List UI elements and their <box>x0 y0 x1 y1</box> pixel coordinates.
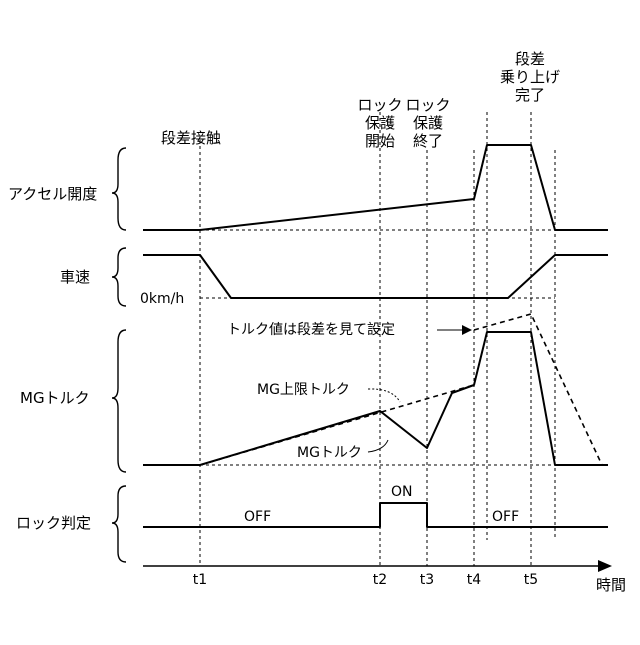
annotation-torque-set: トルク値は段差を見て設定 <box>227 322 395 338</box>
annotation-mg-upper-limit: MG上限トルク <box>257 382 350 398</box>
event-lock-start-2: 保護 <box>365 114 395 132</box>
tick-t4: t4 <box>467 572 481 588</box>
time-axis-arrowhead <box>598 560 612 572</box>
lock-state-on: ON <box>391 484 413 500</box>
speed-signal <box>143 255 608 298</box>
speed-zero-label: 0km/h <box>140 291 184 307</box>
annotation-mg-torque-leader <box>368 440 388 452</box>
event-climb-done-2: 乗り上げ <box>500 68 560 86</box>
accel-signal <box>143 145 608 230</box>
event-step-contact: 段差接触 <box>161 129 221 147</box>
annotation-torque-set-arrowhead <box>462 325 472 335</box>
brace-speed <box>112 248 126 306</box>
event-climb-done-1: 段差 <box>515 50 545 68</box>
annotation-mg-torque: MGトルク <box>297 445 362 461</box>
lock-state-off-1: OFF <box>244 509 271 525</box>
annotation-mg-upper-limit-leader <box>368 389 400 402</box>
mg-torque-signal <box>143 332 608 465</box>
event-lock-start-3: 開始 <box>365 132 395 150</box>
row-label-accel: アクセル開度 <box>8 185 97 203</box>
event-lock-end-2: 保護 <box>413 114 443 132</box>
event-lock-start-1: ロック <box>357 96 402 114</box>
brace-lock <box>112 486 126 562</box>
brace-accel <box>112 148 126 230</box>
event-lock-end-3: 終了 <box>413 132 443 150</box>
row-label-mg-torque: MGトルク <box>20 389 90 407</box>
brace-mg-torque <box>112 330 126 472</box>
tick-t2: t2 <box>373 572 387 588</box>
row-label-lock: ロック判定 <box>16 514 91 532</box>
lock-state-off-2: OFF <box>492 509 519 525</box>
tick-t5: t5 <box>524 572 538 588</box>
torque-set-line <box>474 314 602 465</box>
lock-signal <box>143 503 608 527</box>
event-climb-done-3: 完了 <box>515 86 545 104</box>
tick-t1: t1 <box>193 572 207 588</box>
event-lock-end-1: ロック <box>405 96 450 114</box>
time-axis-label: 時間 <box>596 576 626 594</box>
tick-t3: t3 <box>420 572 434 588</box>
row-label-speed: 車速 <box>60 268 90 286</box>
